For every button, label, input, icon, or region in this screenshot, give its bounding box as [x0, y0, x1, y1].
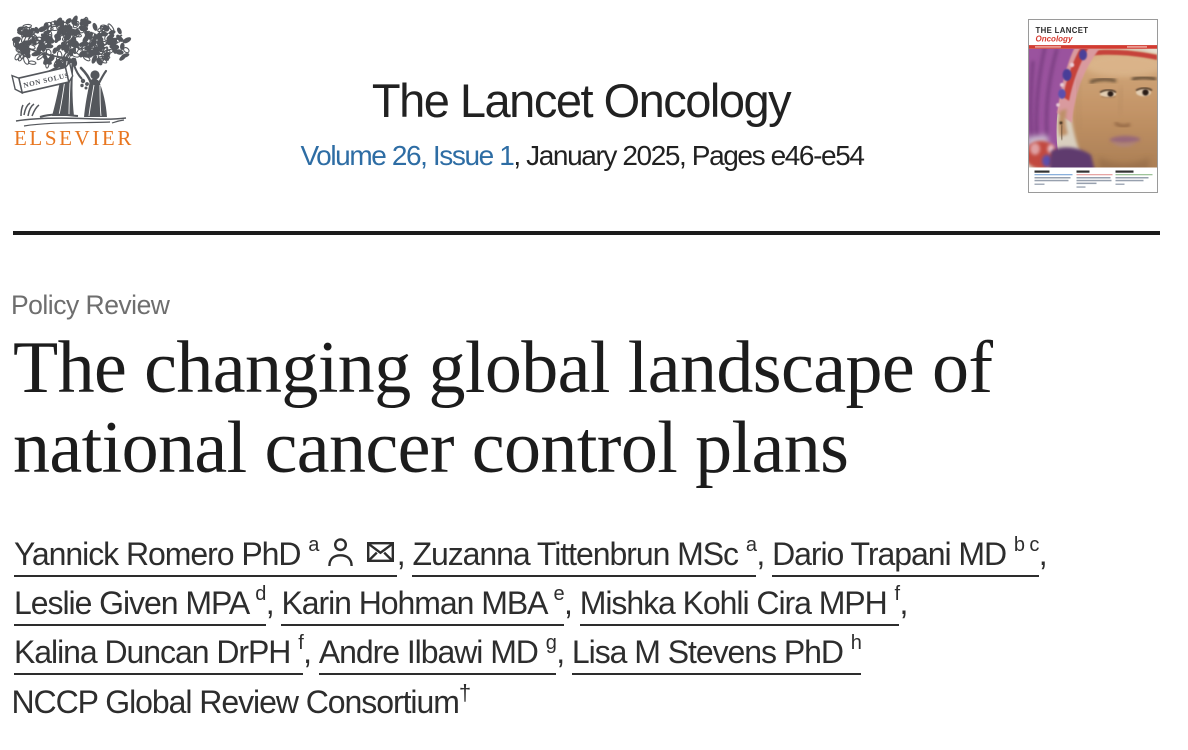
- svg-text:ELSEVIER: ELSEVIER: [14, 126, 134, 150]
- svg-text:Oncology: Oncology: [1036, 34, 1073, 43]
- svg-text:THE LANCET: THE LANCET: [1036, 26, 1089, 35]
